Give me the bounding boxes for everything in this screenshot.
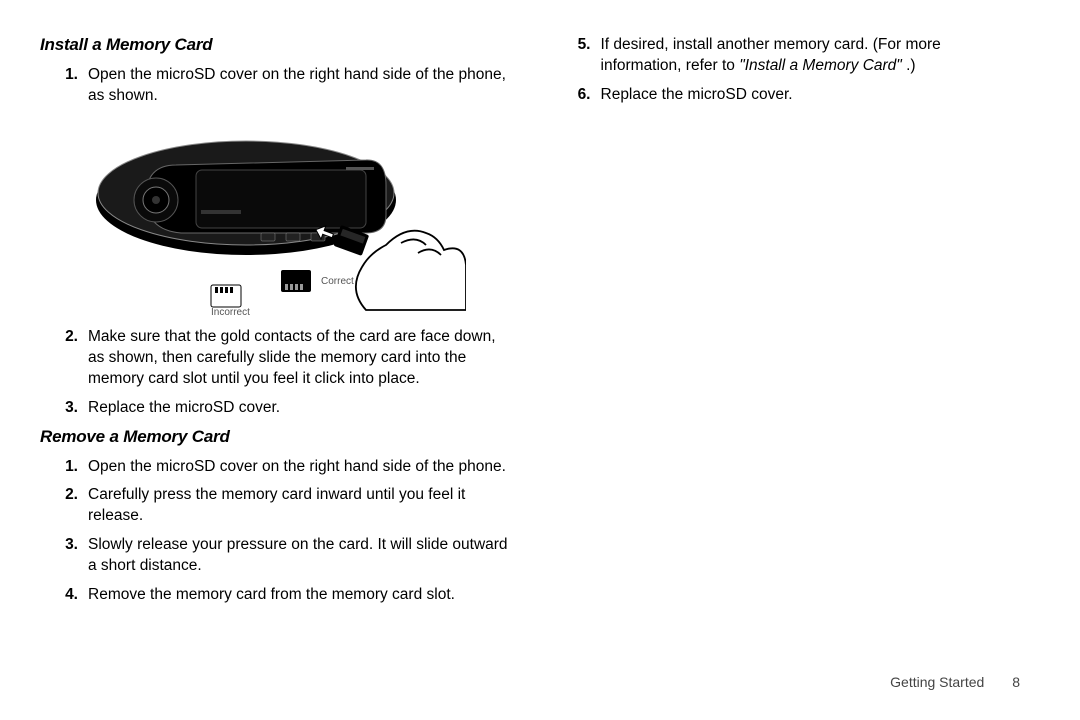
hand-outline [356, 231, 466, 310]
heading-remove: Remove a Memory Card [40, 427, 513, 447]
label-correct: Correct [321, 276, 354, 287]
step-text: Replace the microSD cover. [88, 398, 513, 419]
text-post: .) [902, 57, 916, 74]
page-columns: Install a Memory Card 1. Open the microS… [0, 0, 1080, 720]
page-footer: Getting Started 8 [890, 674, 1020, 690]
label-incorrect: Incorrect [211, 307, 250, 315]
right-step-5: 5. If desired, install another memory ca… [553, 35, 1026, 77]
step-text: Remove the memory card from the memory c… [88, 585, 513, 606]
step-number: 2. [62, 327, 88, 390]
step-text: Open the microSD cover on the right hand… [88, 457, 513, 478]
install-step-3: 3. Replace the microSD cover. [40, 398, 513, 419]
step-text: Carefully press the memory card inward u… [88, 485, 513, 527]
step-number: 5. [575, 35, 601, 77]
remove-step-4: 4. Remove the memory card from the memor… [40, 585, 513, 606]
left-column: Install a Memory Card 1. Open the microS… [40, 35, 513, 700]
step-text: Replace the microSD cover. [601, 85, 1026, 106]
step-number: 4. [62, 585, 88, 606]
text-reference: "Install a Memory Card" [739, 57, 902, 74]
step-number: 6. [575, 85, 601, 106]
right-step-6: 6. Replace the microSD cover. [553, 85, 1026, 106]
step-number: 1. [62, 65, 88, 107]
heading-install: Install a Memory Card [40, 35, 513, 55]
step-number: 2. [62, 485, 88, 527]
right-column: 5. If desired, install another memory ca… [553, 35, 1026, 700]
install-step-2: 2. Make sure that the gold contacts of t… [40, 327, 513, 390]
install-step-1: 1. Open the microSD cover on the right h… [40, 65, 513, 107]
phone-illustration: Correct Incorrect [86, 115, 466, 315]
step-text: Slowly release your pressure on the card… [88, 535, 513, 577]
step-number: 1. [62, 457, 88, 478]
step-text: Open the microSD cover on the right hand… [88, 65, 513, 107]
footer-section: Getting Started [890, 674, 984, 690]
step-number: 3. [62, 535, 88, 577]
remove-step-1: 1. Open the microSD cover on the right h… [40, 457, 513, 478]
step-number: 3. [62, 398, 88, 419]
remove-step-3: 3. Slowly release your pressure on the c… [40, 535, 513, 577]
phone-figure: Correct Incorrect [40, 115, 513, 315]
step-text: If desired, install another memory card.… [601, 35, 1026, 77]
step-text: Make sure that the gold contacts of the … [88, 327, 513, 390]
remove-step-2: 2. Carefully press the memory card inwar… [40, 485, 513, 527]
footer-page-number: 8 [1012, 674, 1020, 690]
